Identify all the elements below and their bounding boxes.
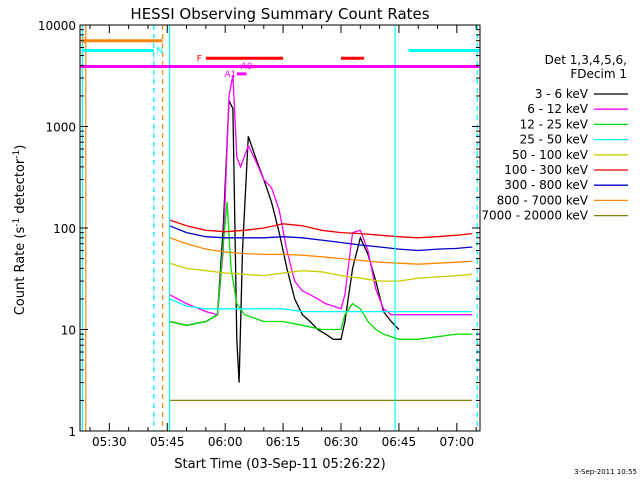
legend-title-1: Det 1,3,4,5,6, xyxy=(545,53,627,67)
plot-frame xyxy=(79,24,481,432)
legend-label-0: 3 - 6 keV xyxy=(535,87,589,101)
y-axis-label-main: Count Rate (s xyxy=(13,227,28,316)
y-axis: 1 10 100 1000 10000 xyxy=(38,19,480,439)
y-axis-label-end: ) xyxy=(13,145,28,150)
legend-label-1: 6 - 12 keV xyxy=(527,102,589,116)
legend-label-5: 100 - 300 keV xyxy=(504,163,588,177)
y-tick-label-4: 10000 xyxy=(38,19,76,33)
y-axis-label-sup1: -1 xyxy=(12,218,22,227)
series-line-7 xyxy=(169,237,473,265)
y-tick-label-3: 1000 xyxy=(45,121,76,135)
x-tick-label-2: 06:00 xyxy=(208,435,243,449)
legend-label-3: 25 - 50 keV xyxy=(520,133,589,147)
flag-label-a0: A0 xyxy=(241,62,253,72)
x-axis-label: Start Time (03-Sep-11 05:26:22) xyxy=(174,457,385,472)
legend-label-8: 7000 - 20000 keV xyxy=(481,209,588,223)
series-line-3 xyxy=(169,298,473,313)
legend-title-2: FDecim 1 xyxy=(570,67,627,81)
flag-label-f: F xyxy=(197,54,202,64)
legend-label-4: 50 - 100 keV xyxy=(512,148,589,162)
y-tick-label-1: 10 xyxy=(61,324,76,338)
chart-title: HESSI Observing Summary Count Rates xyxy=(130,5,429,23)
x-tick-label-3: 06:15 xyxy=(266,435,301,449)
series-line-4 xyxy=(169,262,473,282)
series-layer xyxy=(169,75,473,402)
series-line-5 xyxy=(169,219,473,239)
y-tick-label-0: 1 xyxy=(68,425,76,439)
y-axis-label-mid: detector xyxy=(13,158,28,218)
legend-label-2: 12 - 25 keV xyxy=(520,117,589,131)
series-line-2 xyxy=(169,202,473,340)
x-tick-label-5: 06:45 xyxy=(382,435,417,449)
y-axis-label-sup2: -1 xyxy=(12,150,22,159)
x-tick-label-4: 06:30 xyxy=(324,435,359,449)
x-tick-label-0: 05:30 xyxy=(92,435,127,449)
y-tick-label-2: 100 xyxy=(53,222,76,236)
series-line-6 xyxy=(169,225,473,252)
legend-label-6: 300 - 800 keV xyxy=(504,178,588,192)
footer-timestamp: 3-Sep-2011 10:55 xyxy=(574,468,637,476)
legend-label-7: 800 - 7000 keV xyxy=(497,193,589,207)
series-line-1 xyxy=(169,75,473,316)
y-axis-label: Count Rate (s-1 detector-1) xyxy=(12,145,28,316)
flag-label-a1: A1 xyxy=(224,70,236,80)
flag-layer xyxy=(80,25,480,431)
x-axis: 05:30 05:45 06:00 06:15 06:30 06:45 07:00 xyxy=(89,25,477,449)
flag-label-n: N xyxy=(156,47,163,57)
x-tick-label-6: 07:00 xyxy=(440,435,475,449)
x-tick-label-1: 05:45 xyxy=(150,435,185,449)
flag-label-s: S xyxy=(81,37,87,47)
